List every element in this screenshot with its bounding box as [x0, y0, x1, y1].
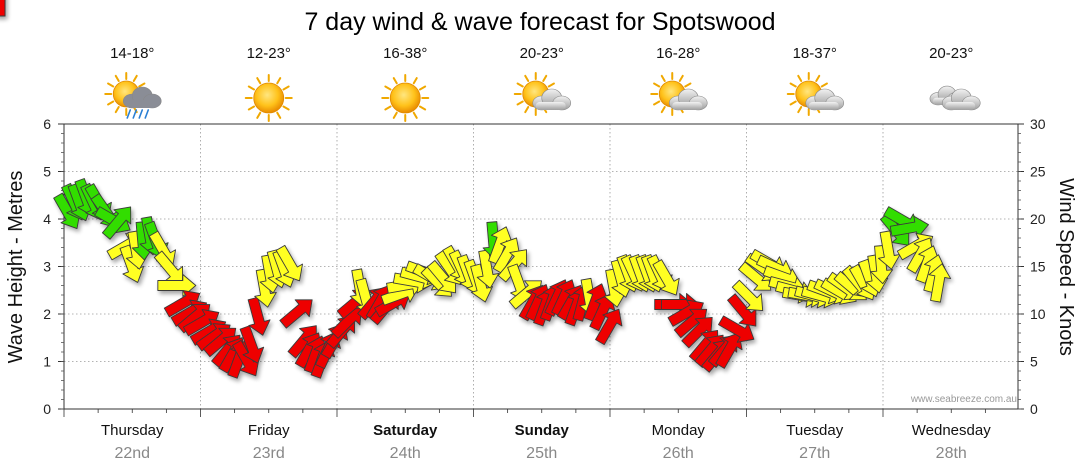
temperature-range: 16-38° — [383, 45, 427, 62]
right-axis-label: Wind Speed - Knots — [1055, 178, 1077, 356]
wind-arrow — [470, 263, 493, 303]
day-name-label: Thursday — [101, 422, 164, 439]
wind-arrow — [153, 250, 184, 284]
day-date-label: 22nd — [114, 445, 150, 462]
day-date-label: 25th — [526, 445, 557, 462]
right-tick-label: 15 — [1030, 259, 1046, 275]
credit-text: www.seabreeze.com.au — [910, 394, 1017, 405]
day-name-label: Tuesday — [786, 422, 843, 439]
wind-arrow — [239, 325, 265, 364]
temperature-range: 18-37° — [793, 45, 837, 62]
sun-cloud-icon — [786, 72, 845, 116]
wind-arrow — [279, 299, 313, 329]
day-name-label: Sunday — [515, 422, 570, 439]
left-tick-label: 6 — [43, 116, 51, 132]
wind-arrow — [715, 332, 743, 369]
wind-arrow — [275, 244, 303, 282]
left-axis-label: Wave Height - Metres — [5, 171, 27, 364]
day-date-label: 24th — [390, 445, 421, 462]
temperature-range: 16-28° — [656, 45, 700, 62]
right-tick-label: 0 — [1030, 401, 1038, 417]
wind-arrow — [476, 249, 500, 289]
day-date-label: 28th — [936, 445, 967, 462]
left-tick-label: 2 — [43, 306, 51, 322]
left-tick-label: 3 — [43, 259, 51, 275]
wind-arrow — [0, 0, 6, 17]
temperature-range: 20-23° — [520, 45, 564, 62]
sun-cloud-icon — [650, 72, 708, 116]
right-tick-label: 10 — [1030, 306, 1046, 322]
right-tick-label: 25 — [1030, 164, 1046, 180]
day-labels: Thursday 22nd Friday 23rd Saturday 24th Sunday… — [101, 422, 991, 462]
day-date-label: 23rd — [253, 445, 285, 462]
day-name-label: Saturday — [373, 422, 438, 439]
wind-arrow — [595, 308, 623, 346]
right-tick-label: 30 — [1030, 116, 1046, 132]
wind-arrow — [254, 268, 277, 308]
day-name-label: Friday — [248, 422, 290, 439]
left-tick-label: 1 — [43, 354, 51, 370]
right-axis: 0 5 10 15 20 25 30 — [1018, 116, 1046, 417]
sun-icon — [381, 74, 430, 122]
daily-forecast-header: 14-18° 12-23° 16-38° 20-23° 16-28° 18-37° 20-2… — [104, 45, 981, 122]
left-tick-label: 0 — [43, 401, 51, 417]
wind-arrow — [928, 263, 952, 303]
wind-arrow — [870, 244, 894, 285]
wind-arrow — [119, 244, 145, 283]
wind-arrow — [731, 279, 764, 312]
wind-arrow — [101, 206, 132, 240]
temperature-range: 12-23° — [247, 45, 291, 62]
day-name-label: Monday — [652, 422, 706, 439]
wind-arrows — [0, 0, 952, 379]
sun-icon — [244, 74, 293, 122]
day-date-label: 27th — [799, 445, 830, 462]
cloud-icon — [929, 85, 981, 111]
right-tick-label: 20 — [1030, 211, 1046, 227]
day-name-label: Wednesday — [912, 422, 991, 439]
sun-cloud-icon — [513, 72, 572, 116]
wind-arrow — [652, 259, 680, 296]
wind-arrow — [247, 296, 271, 336]
chart-title: 7 day wind & wave forecast for Spotswood — [304, 8, 775, 36]
sun-cloud-rain-icon — [104, 72, 162, 119]
left-tick-label: 4 — [43, 211, 51, 227]
temperature-range: 20-23° — [929, 45, 973, 62]
temperature-range: 14-18° — [110, 45, 154, 62]
right-tick-label: 5 — [1030, 354, 1038, 370]
day-date-label: 26th — [663, 445, 694, 462]
wind-arrow — [589, 293, 616, 332]
left-tick-label: 5 — [43, 164, 51, 180]
